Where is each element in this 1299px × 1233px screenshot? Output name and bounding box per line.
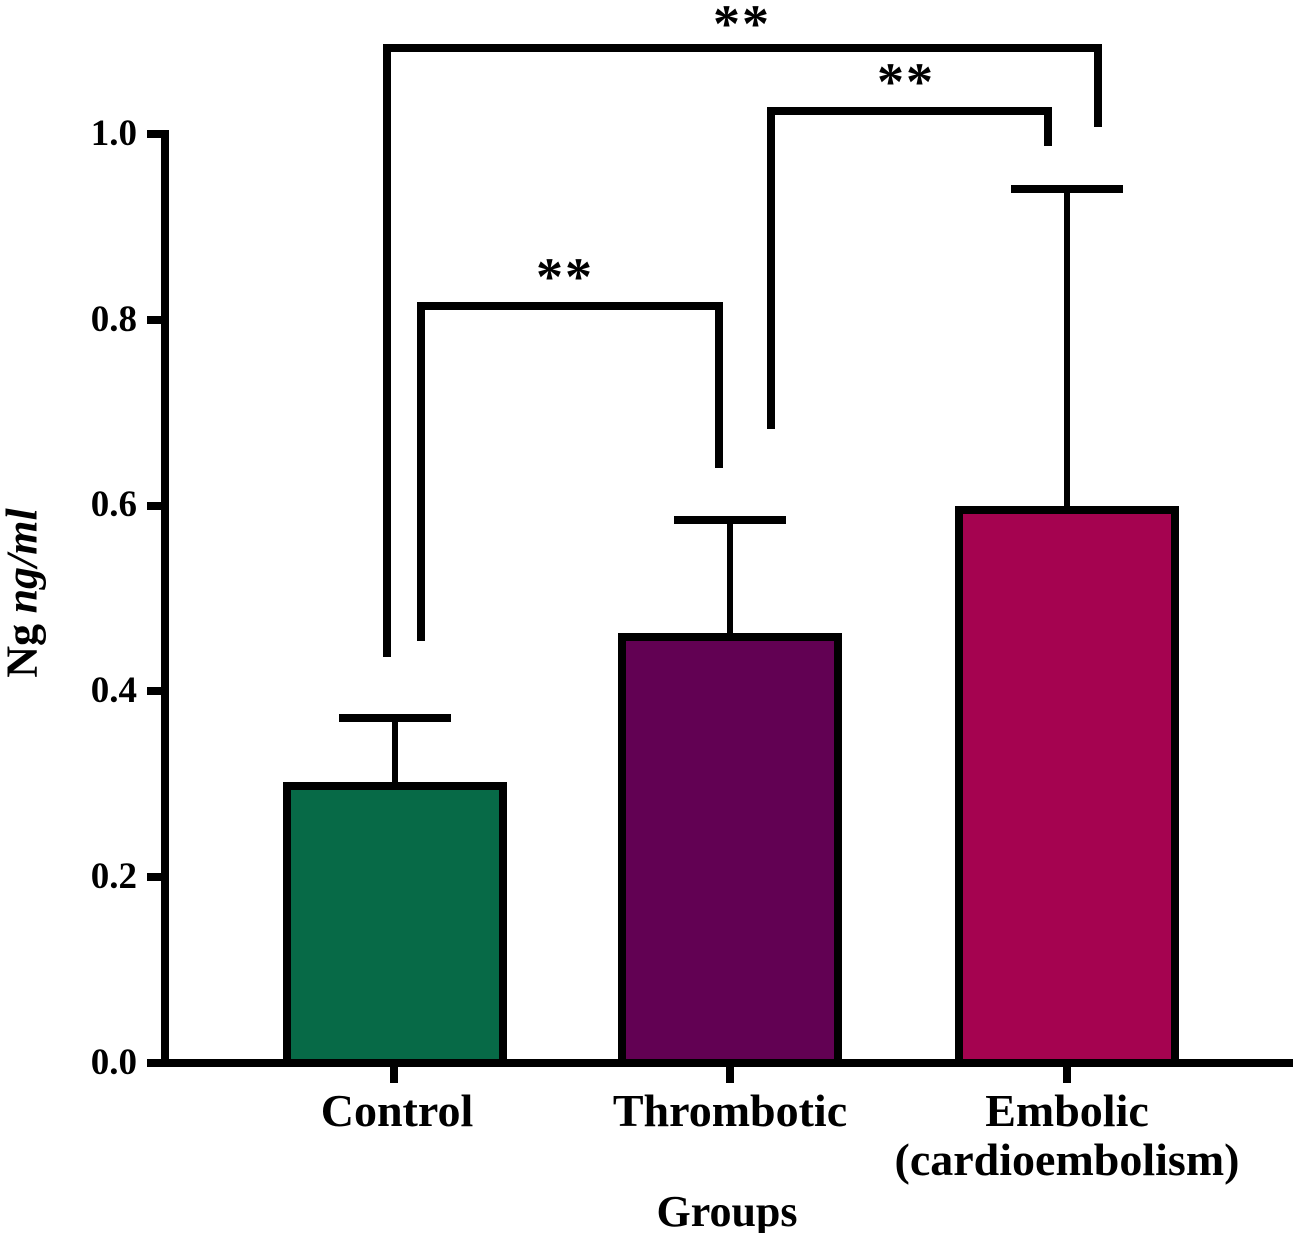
y-tick-0.0 (147, 1059, 161, 1067)
y-axis-title: Ng ng/ml (0, 508, 48, 677)
x-tick-thrombotic (726, 1067, 734, 1083)
bar-thrombotic (618, 633, 842, 1067)
sig-bracket-thrombotic-embolic-left-leg (767, 107, 775, 429)
error-bar-control-cap (339, 714, 451, 722)
y-tick-0.6 (147, 502, 161, 510)
error-bar-embolic-line (1064, 189, 1070, 510)
x-axis-title: Groups (656, 1187, 798, 1233)
category-label-thrombotic: Thrombotic (612, 1085, 848, 1136)
sig-label-thrombotic-embolic: ** (877, 52, 935, 112)
sig-bracket-thrombotic-embolic-top (767, 107, 1052, 115)
sig-bracket-control-embolic-left-leg (383, 44, 391, 657)
sig-bracket-control-thrombotic-left-leg (417, 302, 425, 641)
sig-bracket-thrombotic-embolic-right-leg (1044, 107, 1052, 146)
x-tick-control (390, 1067, 398, 1083)
error-bar-control-line (392, 718, 398, 786)
y-tick-0.4 (147, 687, 161, 695)
y-tick-0.2 (147, 873, 161, 881)
sig-bracket-control-thrombotic-right-leg (715, 302, 723, 468)
y-tick-1.0 (147, 130, 161, 138)
sig-bracket-control-thrombotic-top (417, 302, 723, 310)
y-axis-title-prefix: Ng (0, 623, 47, 678)
error-bar-thrombotic-cap (674, 516, 786, 524)
x-axis-line (161, 1059, 1293, 1067)
category-label-control: Control (320, 1085, 474, 1136)
error-bar-embolic-cap (1011, 185, 1123, 193)
y-tick-label-0.4: 0.4 (90, 670, 137, 711)
y-axis-title-unit: ng/ml (0, 508, 47, 614)
bar-embolic (955, 506, 1179, 1067)
sig-bracket-control-embolic-right-leg (1094, 44, 1102, 127)
y-tick-0.8 (147, 316, 161, 324)
y-tick-label-0.2: 0.2 (90, 856, 137, 897)
error-bar-thrombotic-line (727, 520, 733, 637)
bar-control (283, 782, 507, 1067)
category-label-embolic: Embolic (cardioembolism) (894, 1085, 1240, 1185)
y-tick-label-0.8: 0.8 (90, 299, 137, 340)
sig-label-control-embolic: ** (713, 0, 771, 54)
y-tick-label-0.6: 0.6 (90, 484, 137, 525)
y-tick-label-0.0: 0.0 (90, 1042, 137, 1083)
x-tick-embolic (1063, 1067, 1071, 1083)
sig-bracket-control-embolic-top (383, 44, 1102, 52)
y-axis-line (161, 130, 169, 1067)
sig-label-control-thrombotic: ** (536, 247, 594, 307)
y-tick-label-1.0: 1.0 (90, 113, 137, 154)
